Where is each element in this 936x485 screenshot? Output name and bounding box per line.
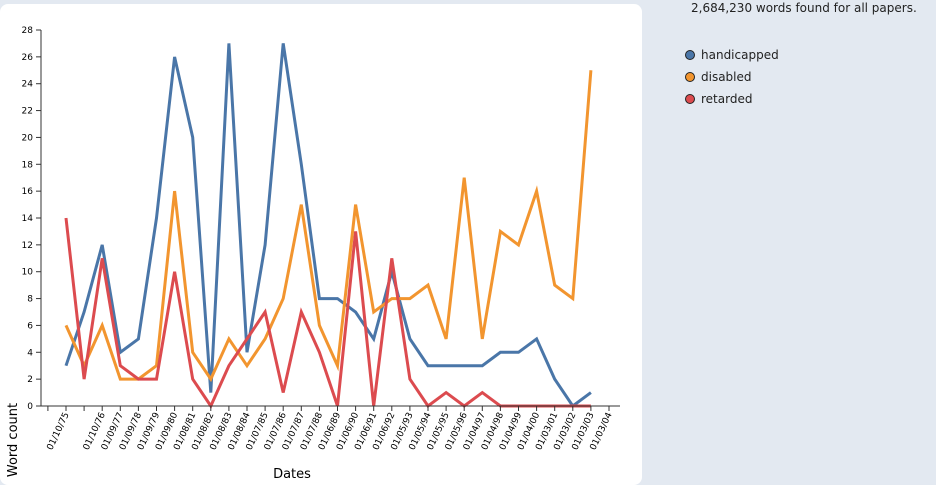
y-axis-title: Word count [6, 403, 21, 477]
word-count-summary: 2,684,230 words found for all papers. [691, 1, 917, 15]
y-tick-label: 18 [22, 160, 34, 170]
legend-swatch [685, 50, 695, 60]
legend-label: disabled [701, 70, 752, 84]
y-tick-label: 16 [22, 187, 34, 197]
series-line-handicapped [64, 43, 592, 409]
y-tick-label: 4 [27, 348, 33, 358]
x-axis-title: Dates [273, 467, 311, 482]
y-tick-label: 20 [22, 133, 34, 143]
y-tick-label: 6 [27, 321, 33, 331]
y-tick-label: 26 [22, 53, 34, 63]
y-tick-label: 28 [22, 26, 34, 36]
y-tick-label: 0 [27, 402, 33, 412]
legend-label: retarded [701, 92, 753, 106]
legend-label: handicapped [701, 48, 779, 62]
series-line-retarded [64, 217, 591, 410]
series-line-disabled [64, 70, 593, 383]
y-tick-label: 24 [22, 80, 34, 90]
y-tick-label: 22 [22, 107, 33, 117]
x-tick-label: 01/10/75 [46, 411, 72, 452]
y-tick-label: 12 [22, 241, 33, 251]
legend: handicapped disabled retarded [685, 44, 779, 110]
legend-item-handicapped[interactable]: handicapped [685, 44, 779, 66]
y-tick-label: 8 [27, 295, 33, 305]
legend-swatch [685, 94, 695, 104]
legend-item-retarded[interactable]: retarded [685, 88, 779, 110]
y-tick-label: 14 [22, 214, 34, 224]
y-tick-label: 10 [22, 268, 34, 278]
chart-panel: 0 2 4 6 8 10 12 14 16 18 20 22 24 26 28 01/10/75 01/10/7… [0, 4, 642, 485]
legend-item-disabled[interactable]: disabled [685, 66, 779, 88]
y-tick-label: 2 [27, 375, 33, 385]
legend-swatch [685, 72, 695, 82]
